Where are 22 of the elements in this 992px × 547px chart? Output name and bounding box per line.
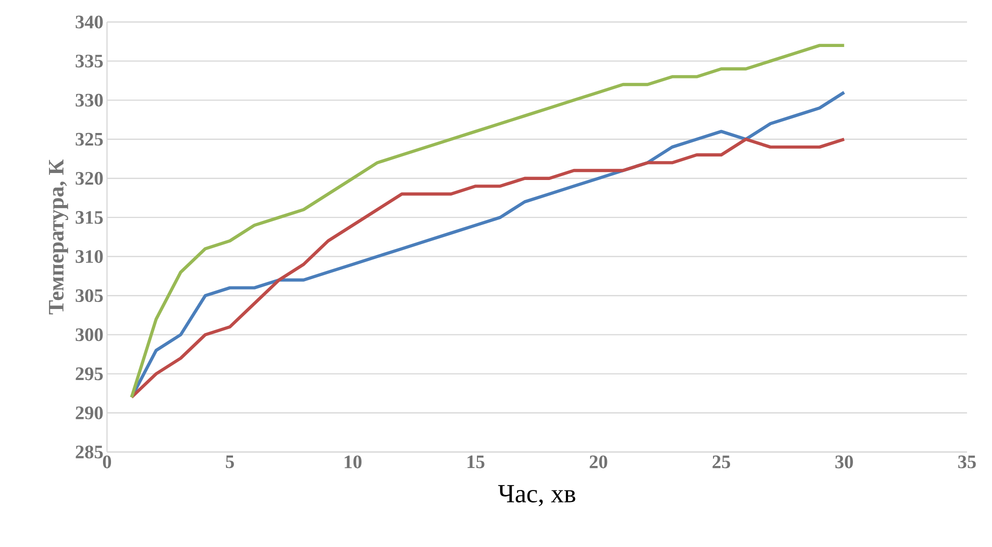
x-tick-label: 20 xyxy=(590,456,608,468)
y-tick-label: 285 xyxy=(76,446,103,458)
x-tick-label: 5 xyxy=(226,456,234,468)
x-tick-label: 35 xyxy=(958,456,976,468)
y-tick-label: 340 xyxy=(76,16,103,28)
y-tick-label: 295 xyxy=(76,367,103,380)
x-tick-label: 15 xyxy=(468,456,484,468)
y-tick-label: 300 xyxy=(76,328,103,342)
x-axis-title: Час, хв xyxy=(498,485,576,506)
x-tick-label: 25 xyxy=(712,456,730,468)
y-tick-label: 325 xyxy=(76,132,103,146)
y-tick-label: 310 xyxy=(76,250,103,263)
y-tick-label: 335 xyxy=(76,54,103,68)
x-tick-label: 0 xyxy=(102,456,112,468)
y-tick-label: 320 xyxy=(76,172,103,185)
x-tick-label: 30 xyxy=(835,456,853,468)
y-tick-label: 315 xyxy=(76,211,103,224)
y-tick-label: 305 xyxy=(76,289,103,302)
y-axis-title: Температура, К xyxy=(48,160,68,314)
y-tick-label: 290 xyxy=(76,406,103,420)
x-tick-label: 10 xyxy=(344,456,362,468)
y-tick-label: 330 xyxy=(76,94,103,107)
